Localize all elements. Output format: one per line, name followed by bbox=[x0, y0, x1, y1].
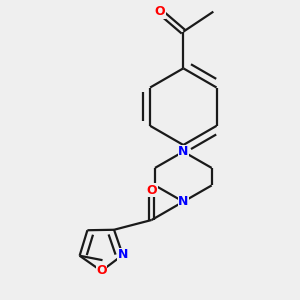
Text: O: O bbox=[146, 184, 157, 196]
Text: N: N bbox=[178, 195, 188, 208]
Text: N: N bbox=[118, 248, 128, 262]
Text: O: O bbox=[96, 265, 107, 278]
Text: N: N bbox=[178, 145, 188, 158]
Text: O: O bbox=[155, 5, 165, 18]
